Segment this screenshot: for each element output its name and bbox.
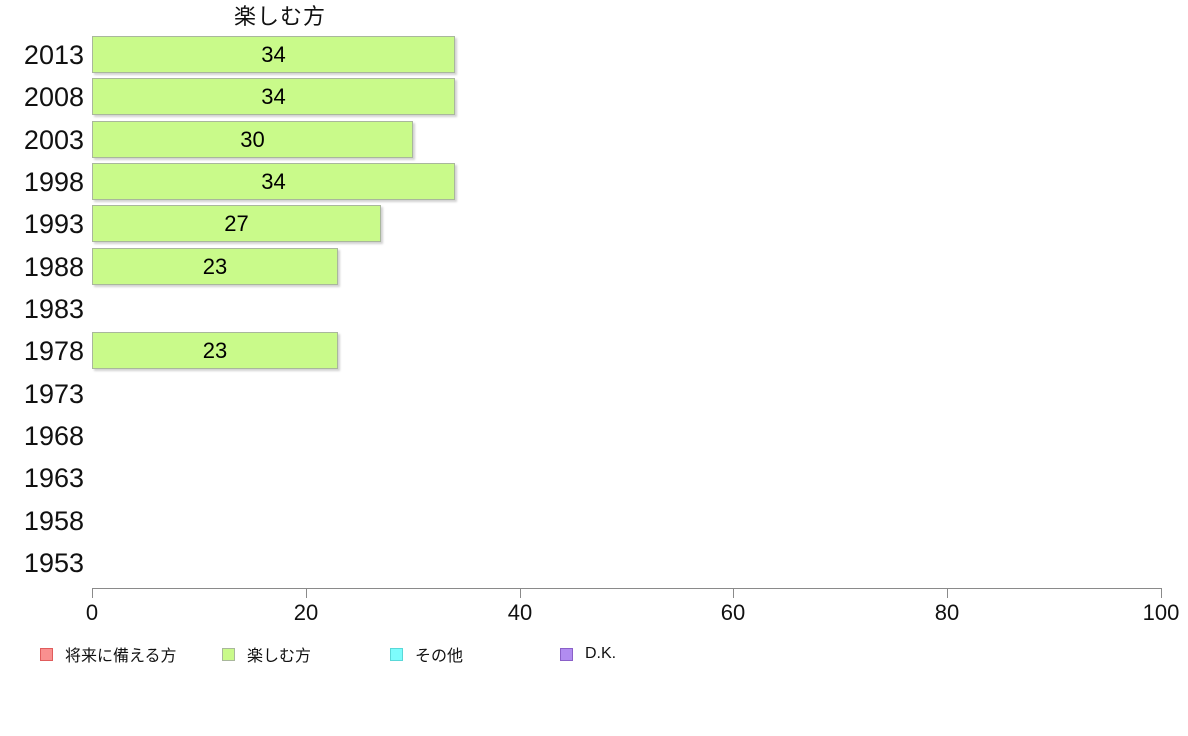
legend-label: 楽しむ方 [247,648,312,665]
legend-item: 将来に備える方 [40,645,177,665]
x-axis-tick [92,588,93,598]
bar-value-label: 23 [202,338,228,364]
bar: 34 [92,162,455,200]
legend-item: その他 [390,645,464,665]
legend-swatch [390,647,403,661]
legend-label: D.K. [585,645,617,662]
bar: 23 [92,247,338,285]
x-axis-tick-label: 100 [1142,600,1180,625]
bar: 34 [92,78,455,116]
x-axis-tick [733,588,734,598]
x-axis-tick-label: 40 [507,600,533,625]
bar-value-label: 30 [240,126,265,152]
x-axis-tick-label: 0 [85,600,99,625]
bar-value-label: 27 [224,211,249,237]
x-axis-tick [1161,588,1162,598]
legend-swatch [222,647,235,661]
legend-swatch [560,647,573,661]
category-label: 1953 [23,547,84,578]
bar: 23 [92,332,338,370]
x-axis-tick [520,588,521,598]
x-axis-tick [306,588,307,598]
category-label: 1978 [23,336,84,367]
bar: 34 [92,36,455,73]
bar-value-label: 34 [261,168,286,194]
category-label: 1968 [23,420,84,451]
bar-value-label: 23 [202,253,228,279]
x-axis-tick-label: 60 [720,600,746,625]
category-label: 1998 [23,166,84,197]
category-label: 1963 [23,463,84,494]
legend-swatch [40,647,53,661]
legend-label: その他 [415,648,464,665]
category-label: 1983 [23,293,84,324]
bar: 30 [92,120,413,158]
category-label: 1973 [23,378,84,409]
x-axis-tick-label: 20 [293,600,319,625]
category-label: 1988 [23,251,84,282]
x-axis-tick-label: 80 [934,600,960,625]
legend-item: 楽しむ方 [222,645,312,665]
legend-item: D.K. [560,645,616,663]
category-label: 2013 [23,40,84,70]
x-axis-line [92,588,1162,589]
bar: 27 [92,205,381,243]
category-label: 2008 [23,82,84,113]
chart-title: 楽しむ方 [233,4,326,29]
x-axis-tick [947,588,948,598]
bar-value-label: 34 [261,42,286,67]
category-label: 1958 [23,505,84,536]
category-label: 2003 [23,124,84,155]
bar-value-label: 34 [261,84,286,110]
category-label: 1993 [23,209,84,240]
legend-label: 将来に備える方 [65,648,177,665]
